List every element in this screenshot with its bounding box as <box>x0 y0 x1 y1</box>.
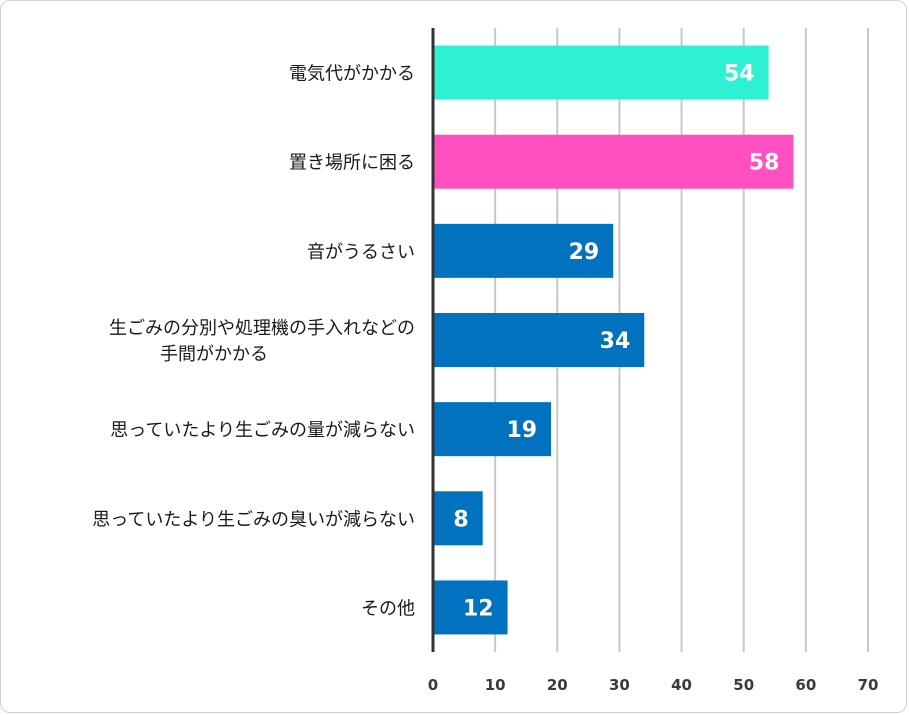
bar <box>433 223 614 278</box>
category-label: その他 <box>361 598 415 619</box>
data-label: 19 <box>506 418 537 443</box>
x-tick-label: 40 <box>671 676 692 694</box>
grid-lines <box>494 28 869 652</box>
x-tick-label: 50 <box>733 676 754 694</box>
bar <box>433 491 483 546</box>
x-tick-label: 0 <box>428 676 438 694</box>
data-label: 54 <box>724 62 755 87</box>
category-label: 音がうるさい <box>307 242 415 263</box>
data-label: 34 <box>600 329 631 354</box>
category-label: 置き場所に困る <box>289 153 415 174</box>
data-label: 8 <box>453 507 468 532</box>
category-label: 思っていたより生ごみの臭いが減らない <box>92 509 415 530</box>
category-labels: 電気代がかかる置き場所に困る音がうるさい生ごみの分別や処理機の手入れなどの手間が… <box>92 64 415 620</box>
data-label: 29 <box>569 240 600 265</box>
category-label: 電気代がかかる <box>289 64 415 85</box>
bar <box>433 580 508 635</box>
bars: 54 58 29 34 19 8 12 <box>433 45 794 635</box>
x-tick-label: 20 <box>547 676 568 694</box>
x-tick-label: 60 <box>795 676 816 694</box>
x-axis-ticks: 0 10 20 30 40 50 60 70 <box>428 676 879 694</box>
bar <box>433 313 645 367</box>
bar <box>433 402 552 457</box>
bar <box>433 45 769 100</box>
category-label: 思っていたより生ごみの量が減らない <box>110 420 415 441</box>
category-label: 生ごみの分別や処理機の手入れなどの <box>109 318 415 339</box>
x-tick-label: 30 <box>609 676 630 694</box>
data-label: 12 <box>463 596 494 621</box>
x-tick-label: 70 <box>858 676 879 694</box>
bar <box>433 134 794 189</box>
data-label: 58 <box>749 151 780 176</box>
x-tick-label: 10 <box>485 676 506 694</box>
category-label: 手間がかかる <box>160 344 268 365</box>
